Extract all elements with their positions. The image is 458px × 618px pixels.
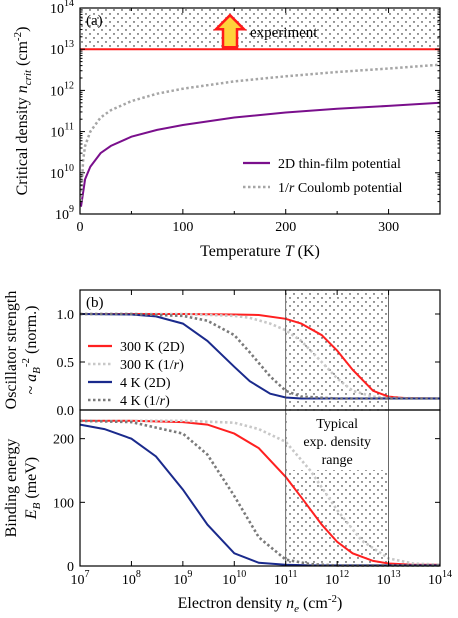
x-tick-label: 0 <box>77 220 84 235</box>
binding-energy-series-line <box>79 419 440 567</box>
series-line-2d-thin-film <box>80 101 441 207</box>
oscillator-strength-series-line <box>79 313 440 400</box>
x-tick-label: 1011 <box>274 569 298 588</box>
typical-range-label-line: range <box>322 453 353 468</box>
panel-b-frames <box>79 289 441 567</box>
binding-energy-y-axis-label: Binding energy <box>3 439 20 538</box>
y-tick-label: 100 <box>53 496 74 511</box>
panel-b-label: (b) <box>86 295 104 311</box>
y-tick-label: 1.0 <box>57 308 75 323</box>
y-tick-label: 1014 <box>50 0 74 17</box>
oscillator-strength-series-line <box>80 312 440 400</box>
x-tick-label: 107 <box>71 569 90 588</box>
y-tick-label: 1012 <box>50 80 74 99</box>
typical-range-label: Typical exp. density range <box>303 417 371 468</box>
experiment-label: experiment <box>250 25 318 41</box>
x-tick-label: 1012 <box>325 569 349 588</box>
y-tick-label: 0.5 <box>57 356 75 371</box>
oscillator-strength-y-axis-label: ~ aB-2 (norm.) <box>20 306 43 395</box>
panel-a-label: (a) <box>86 13 103 29</box>
x-tick-label: 1010 <box>222 569 246 588</box>
panel-b-y-axis-labels: Oscillator strength ~ aB-2 (norm.) Binding… <box>3 291 43 538</box>
series-line-coulomb <box>79 63 441 202</box>
x-tick-label: 300 <box>378 220 399 235</box>
legend-label: 300 K (2D) <box>120 340 185 355</box>
y-tick-label: 0.0 <box>57 404 75 419</box>
x-tick-label: 108 <box>122 569 141 588</box>
x-tick-label: 109 <box>173 569 192 588</box>
binding-energy-y-axis-label: EB (meV) <box>23 457 43 520</box>
panel-a-legend: 2D thin-film potential 1/r Coulomb potent… <box>243 157 403 196</box>
legend-label: 1/r Coulomb potential <box>278 181 403 196</box>
panel-a-frame <box>79 7 441 215</box>
legend-label: 2D thin-film potential <box>278 157 401 172</box>
panel-a-ticks: 0 100 200 300 109 1010 1011 1012 1013 1014 <box>50 0 440 235</box>
oscillator-strength-y-axis-label: Oscillator strength <box>3 291 20 410</box>
panel-a-y-axis-label: Critical density ncrit (cm-2) <box>12 27 34 196</box>
binding-energy-frame <box>79 409 441 567</box>
panel-a: experiment 0 100 200 300 109 1010 1011 1012 1013… <box>12 0 441 260</box>
y-tick-label: 0 <box>67 560 74 575</box>
legend-label: 4 K (2D) <box>120 376 171 391</box>
typical-range-label-background <box>286 412 388 470</box>
panel-b-x-axis-label: Electron density ne (cm-2) <box>178 593 343 615</box>
oscillator-strength-series-line <box>80 312 441 400</box>
legend-label: 300 K (1/r) <box>120 358 184 373</box>
experiment-arrow <box>212 13 248 49</box>
y-tick-label: 1010 <box>50 163 74 182</box>
panel-b-ticks: 0.0 0.5 1.0 0 100 200 107 108 109 1010 1011 1012 101… <box>53 290 452 588</box>
experiment-region <box>80 8 440 50</box>
binding-energy-series-line <box>79 423 440 567</box>
panel-a-series <box>79 63 441 207</box>
legend-label: 4 K (1/r) <box>120 394 170 409</box>
panel-b-legend: 300 K (2D) 300 K (1/r) 4 K (2D) 4 K (1/r) <box>88 340 185 409</box>
typical-range-label-line: exp. density <box>303 435 371 450</box>
binding-energy-series-line <box>80 419 441 566</box>
y-tick-label: 109 <box>55 204 74 223</box>
binding-energy-series-line <box>80 419 440 566</box>
y-tick-label: 1011 <box>50 122 74 141</box>
x-tick-label: 200 <box>275 220 296 235</box>
panel-a-x-axis-label: Temperature T (K) <box>200 243 320 260</box>
y-tick-label: 200 <box>53 433 74 448</box>
x-tick-label: 1014 <box>428 569 452 588</box>
panel-b: 0.0 0.5 1.0 0 100 200 107 108 109 1010 1011 1012 101… <box>3 289 452 615</box>
y-tick-label: 1013 <box>50 39 74 58</box>
x-tick-label: 100 <box>172 220 193 235</box>
x-tick-label: 1013 <box>377 569 401 588</box>
experiment-arrow-icon <box>212 13 248 49</box>
typical-range-label-line: Typical <box>316 417 358 432</box>
